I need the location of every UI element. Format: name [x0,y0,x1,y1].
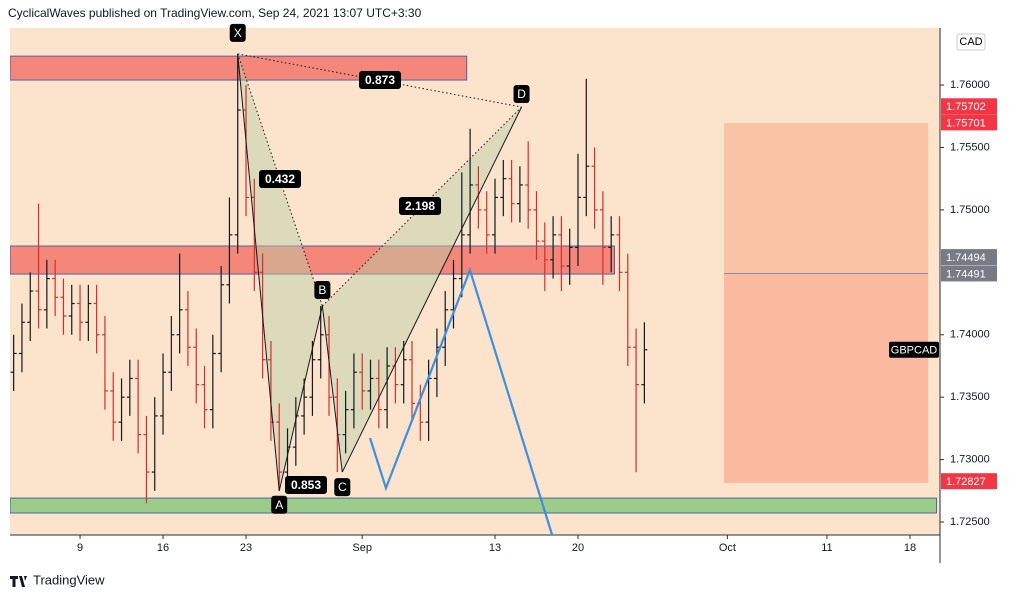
zone [10,497,937,514]
point-label: B [318,283,326,297]
point-label: X [234,26,242,40]
y-tick-label: 1.75500 [950,141,990,153]
price-tag-label: 1.75701 [946,117,986,129]
y-tick-label: 1.72500 [950,516,990,528]
y-tick-label: 1.76000 [950,79,990,91]
point-label-box [229,23,246,42]
x-tick-label: 9 [77,542,83,554]
pattern-leg [341,106,523,473]
pattern-leg [278,305,323,491]
zone [724,274,929,483]
symbol-label: GBPCAD [891,345,938,357]
footer-text: TradingView [33,572,105,587]
x-tick-label: 16 [157,542,169,554]
ratio-label: 0.873 [365,73,395,87]
y-tick-label: 1.73500 [950,391,990,403]
x-tick-label: 23 [240,542,252,554]
point-label-box [271,495,288,514]
point-label: A [275,498,283,512]
x-tick-label: 20 [572,542,584,554]
ratio-label: 0.853 [291,478,321,492]
currency-box [956,33,986,51]
price-tag [941,114,997,131]
y-tick-label: 1.73000 [950,453,990,465]
x-tick-label: 11 [821,542,832,554]
pattern-fill [237,53,323,491]
pattern-fill [322,107,522,473]
price-tag [941,98,997,115]
ratio-box [285,476,327,494]
point-label-box [334,478,351,497]
zone [10,245,615,275]
point-label: C [338,480,347,494]
point-label-box [513,85,530,104]
header-text: CyclicalWaves published on TradingView.c… [8,6,422,20]
point-label-box [314,281,331,300]
ratio-box [259,170,301,188]
x-tick-label: Sep [352,542,372,554]
ratio-box [359,71,401,89]
ratio-label: 2.198 [405,199,435,213]
plot [10,53,937,535]
x-tick-label: 13 [489,542,501,554]
y-tick-label: 1.74000 [950,329,990,341]
y-tick-label: 1.75000 [950,204,990,216]
pattern-leg [321,305,343,473]
ratio-label: 0.432 [265,172,295,186]
price-tag [941,265,997,282]
price-tag-label: 1.74494 [946,252,986,264]
footer-logo [10,576,27,587]
x-tick-label: Oct [719,542,736,554]
pattern-leg [237,53,280,491]
ratio-box [399,197,441,215]
projection-line [368,266,554,535]
symbol-box [889,341,939,358]
price-tag-label: 1.75702 [946,101,986,113]
zone [724,123,929,275]
price-tag [941,249,997,266]
price-tag-label: 1.72827 [946,476,986,488]
point-label: D [517,87,526,101]
currency: CAD [959,36,982,48]
price-tag [941,473,997,490]
x-tick-label: 18 [904,542,916,554]
price-tag-label: 1.74491 [946,268,986,280]
